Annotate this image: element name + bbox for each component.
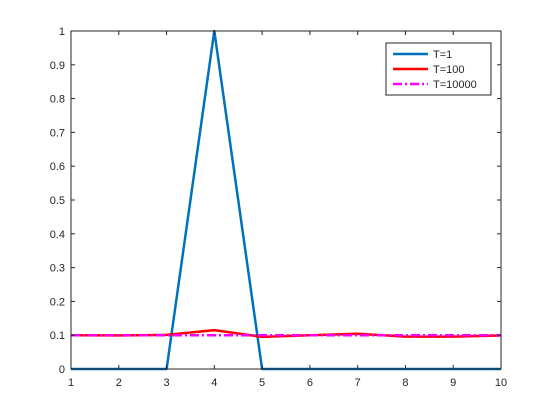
y-tick-label: 1 — [59, 26, 65, 38]
x-tick-label: 10 — [495, 377, 507, 389]
legend-label-1: T=100 — [433, 64, 465, 76]
x-tick-label: 8 — [402, 377, 408, 389]
y-tick-label: 0.4 — [50, 229, 65, 241]
y-tick-label: 0.3 — [50, 263, 65, 275]
y-tick-label: 0.5 — [50, 195, 65, 207]
x-tick-label: 5 — [259, 377, 265, 389]
y-tick-label: 0.2 — [50, 296, 65, 308]
y-tick-label: 0.7 — [50, 127, 65, 139]
y-tick-label: 0.8 — [50, 94, 65, 106]
legend: T=1 T=100 T=10000 — [385, 42, 492, 96]
y-tick-label: 0 — [59, 364, 65, 376]
x-tick-label: 1 — [68, 377, 74, 389]
x-tick-label: 7 — [355, 377, 361, 389]
y-tick-label: 0.1 — [50, 330, 65, 342]
x-tick-label: 3 — [163, 377, 169, 389]
x-tick-label: 2 — [116, 377, 122, 389]
legend-label-0: T=1 — [433, 49, 452, 61]
legend-label-2: T=10000 — [433, 79, 477, 91]
x-tick-label: 6 — [307, 377, 313, 389]
x-tick-label: 4 — [211, 377, 217, 389]
tick-layer: 1 2 3 4 5 6 7 8 9 10 0 0.1 0.2 0.3 0.4 0.5 0.6 0.7 0.8 0.9 1 — [50, 26, 507, 389]
y-tick-label: 0.6 — [50, 161, 65, 173]
y-tick-label: 0.9 — [50, 60, 65, 72]
x-tick-label: 9 — [450, 377, 456, 389]
